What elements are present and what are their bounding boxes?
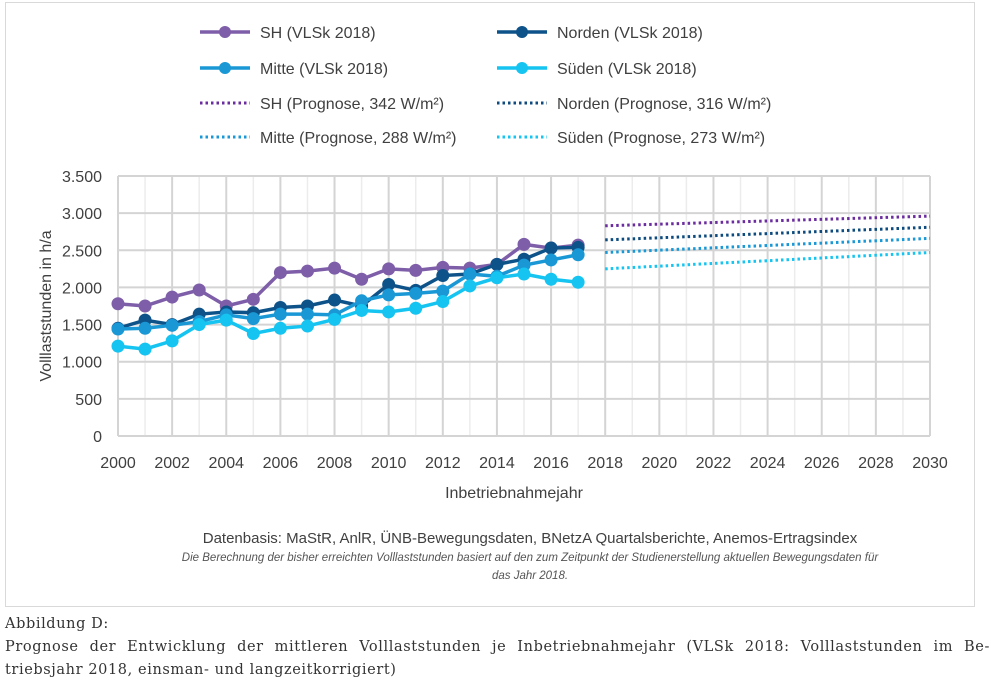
legend-marker <box>219 26 231 38</box>
data-point <box>409 301 423 315</box>
x-tick-label: 2008 <box>317 455 353 472</box>
data-point <box>111 322 125 336</box>
legend-label: SH (Prognose, 342 W/m²) <box>260 96 444 113</box>
legend-marker <box>219 62 231 74</box>
x-tick-label: 2002 <box>154 455 190 472</box>
data-point <box>246 292 260 306</box>
data-point <box>571 275 585 289</box>
data-point <box>571 248 585 262</box>
legend-label: Mitte (Prognose, 288 W/m²) <box>260 130 457 147</box>
caption-label: Abbildung D: <box>5 616 109 632</box>
data-point <box>111 339 125 353</box>
note-text: das Jahr 2018. <box>492 570 568 582</box>
data-point <box>517 267 531 281</box>
x-tick-label: 2014 <box>479 455 515 472</box>
x-tick-label: 2018 <box>587 455 623 472</box>
legend-label: Norden (VLSk 2018) <box>557 25 703 42</box>
legend-label: Süden (Prognose, 273 W/m²) <box>557 130 765 147</box>
y-tick-label: 0 <box>93 429 102 446</box>
data-point <box>300 319 314 333</box>
y-tick-label: 1.000 <box>62 355 102 372</box>
data-point <box>246 312 260 326</box>
data-point <box>138 321 152 335</box>
data-point <box>490 257 504 271</box>
x-tick-label: 2024 <box>750 455 786 472</box>
data-point <box>219 313 233 327</box>
data-point <box>436 284 450 298</box>
data-point <box>138 342 152 356</box>
data-point <box>192 318 206 332</box>
y-tick-label: 2.000 <box>62 280 102 297</box>
data-point <box>517 237 531 251</box>
x-tick-label: 2004 <box>208 455 244 472</box>
data-point <box>517 258 531 272</box>
series-line <box>117 272 579 351</box>
x-tick-label: 2006 <box>263 455 299 472</box>
data-point <box>111 297 125 311</box>
series-line <box>605 236 931 255</box>
data-point <box>355 303 369 317</box>
series-line <box>605 225 931 242</box>
x-tick-label: 2012 <box>425 455 461 472</box>
legend-label: Süden (VLSk 2018) <box>557 61 697 78</box>
data-point <box>165 290 179 304</box>
data-point <box>328 312 342 326</box>
data-point <box>382 277 396 291</box>
source-text: Datenbasis: MaStR, AnlR, ÜNB-Bewegungsda… <box>203 529 858 547</box>
series-line <box>605 214 931 228</box>
y-tick-label: 3.000 <box>62 206 102 223</box>
data-point <box>382 305 396 319</box>
legend-label: SH (VLSk 2018) <box>260 25 376 42</box>
series-line <box>605 251 931 271</box>
x-tick-label: 2010 <box>371 455 407 472</box>
data-point <box>382 262 396 276</box>
legend-marker <box>516 26 528 38</box>
data-point <box>138 299 152 313</box>
x-tick-label: 2022 <box>696 455 732 472</box>
x-tick-label: 2016 <box>533 455 569 472</box>
data-point <box>192 283 206 297</box>
chart-frame <box>5 2 975 607</box>
data-point <box>273 321 287 335</box>
data-point <box>490 271 504 285</box>
data-point <box>246 326 260 340</box>
data-point <box>328 293 342 307</box>
x-tick-label: 2000 <box>100 455 136 472</box>
x-tick-label: 2020 <box>642 455 678 472</box>
data-point <box>436 269 450 283</box>
data-point <box>355 272 369 286</box>
data-point <box>544 253 558 267</box>
data-point <box>436 295 450 309</box>
data-point <box>355 294 369 308</box>
data-point <box>544 241 558 255</box>
y-tick-label: 2.500 <box>62 243 102 260</box>
note-text: Die Berechnung der bisher erreichten Vol… <box>182 552 880 564</box>
data-point <box>300 264 314 278</box>
legend-label: Mitte (VLSk 2018) <box>260 61 388 78</box>
x-tick-label: 2030 <box>912 455 948 472</box>
data-point <box>328 261 342 275</box>
y-tick-label: 3.500 <box>62 169 102 186</box>
data-point <box>463 279 477 293</box>
data-point <box>382 288 396 302</box>
legend-label: Norden (Prognose, 316 W/m²) <box>557 96 771 113</box>
line-chart: 0 500 1.000 1.500 2.000 2.500 3.000 3.500 2000 20… <box>38 25 948 582</box>
y-axis-title: Volllaststunden in h/a <box>38 230 55 381</box>
data-point <box>409 263 423 277</box>
y-tick-label: 1.500 <box>62 318 102 335</box>
data-point <box>409 286 423 300</box>
legend-marker <box>516 62 528 74</box>
data-point <box>273 266 287 280</box>
data-point <box>544 272 558 286</box>
caption-text: Prognose der Entwicklung der mittleren V… <box>5 639 990 678</box>
y-tick-label: 500 <box>75 392 102 409</box>
data-point <box>300 307 314 321</box>
x-axis-title: Inbetriebnahmejahr <box>445 485 584 502</box>
data-point <box>273 307 287 321</box>
data-point <box>165 334 179 348</box>
data-point <box>463 267 477 281</box>
x-tick-label: 2026 <box>804 455 840 472</box>
data-point <box>165 318 179 332</box>
x-tick-label: 2028 <box>858 455 894 472</box>
